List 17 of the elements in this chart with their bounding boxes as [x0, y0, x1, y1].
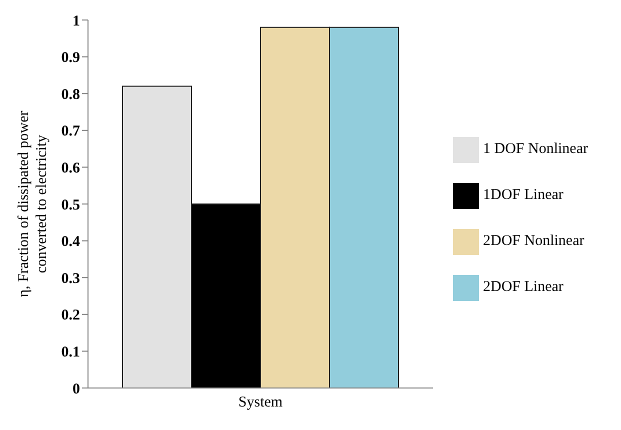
y-tick-label: 0.7	[61, 124, 80, 140]
legend-label: 2DOF Nonlinear	[483, 233, 584, 249]
y-tick-label: 0	[72, 381, 80, 398]
y-tick-label: 0.4	[61, 234, 80, 250]
legend-label: 2DOF Linear	[483, 279, 564, 295]
y-tick-label: 0.8	[61, 86, 80, 103]
y-tick-label: 0.6	[61, 160, 80, 177]
x-tick-label: System	[238, 394, 283, 411]
y-axis-title: η, Fraction of dissipated power converted to electricity	[16, 110, 50, 298]
y-tick-label: 0.9	[61, 50, 80, 66]
legend-label: 1DOF Linear	[483, 187, 564, 203]
y-tick-label: 1	[72, 13, 80, 30]
y-tick-label: 0.2	[61, 308, 80, 324]
y-tick-label: 0.1	[61, 344, 80, 361]
legend-label: 1 DOF Nonlinear	[483, 141, 588, 157]
y-tick-label: 0.5	[61, 197, 80, 214]
y-tick-label: 0.3	[61, 270, 80, 287]
